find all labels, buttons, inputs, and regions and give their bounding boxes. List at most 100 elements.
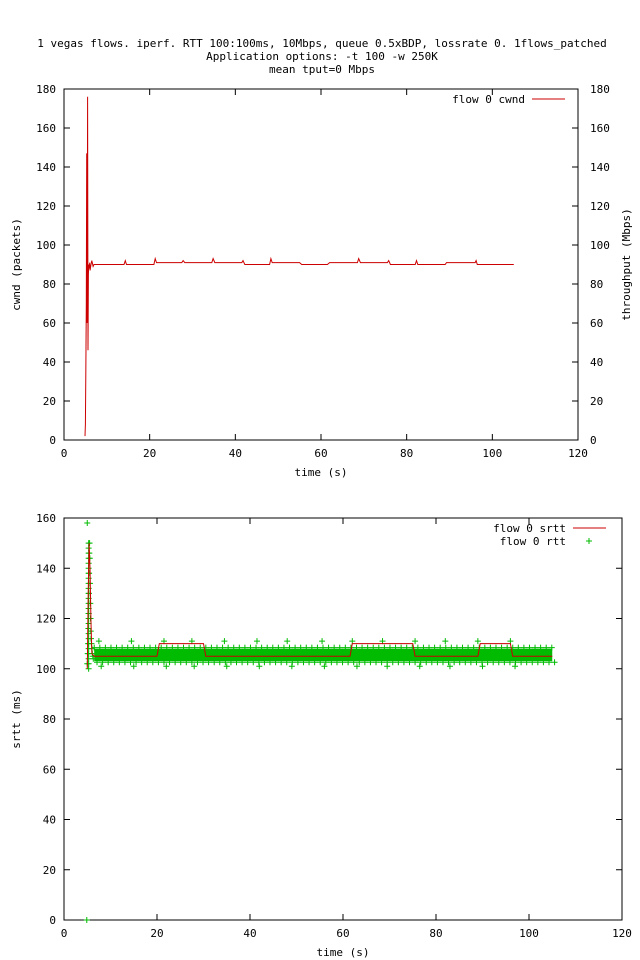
rtt-point (163, 644, 170, 651)
rtt-point (548, 644, 555, 651)
x-tick-label: 20 (143, 447, 156, 460)
y-axis-label: cwnd (packets) (10, 218, 23, 311)
y2-tick-label: 120 (590, 200, 610, 213)
rtt-point (492, 644, 499, 651)
rtt-point (364, 644, 371, 651)
rtt-point (236, 644, 243, 651)
rtt-point (474, 638, 481, 645)
rtt-point (188, 659, 195, 666)
x-tick-label: 120 (568, 447, 588, 460)
rtt-point (473, 659, 480, 666)
rtt-point (284, 638, 291, 645)
rtt-point (501, 659, 508, 666)
rtt-point (523, 659, 530, 666)
rtt-point (83, 917, 90, 923)
rtt-point (230, 644, 237, 651)
rtt-point (98, 663, 105, 670)
x-tick-label: 40 (243, 927, 256, 940)
rtt-point (504, 644, 511, 651)
rtt-point (213, 644, 220, 651)
rtt-point (233, 659, 240, 666)
y-tick-label: 80 (43, 713, 56, 726)
rtt-point (96, 644, 103, 651)
rtt-point (462, 659, 469, 666)
rtt-point (241, 644, 248, 651)
rtt-point (459, 644, 466, 651)
rtt-point (423, 659, 430, 666)
rtt-point (540, 659, 547, 666)
rtt-point (116, 659, 123, 666)
chart-title-line-1: 1 vegas flows. iperf. RTT 100:100ms, 10M… (37, 37, 607, 50)
rtt-point (121, 659, 128, 666)
rtt-point (325, 644, 332, 651)
y-tick-label: 140 (36, 562, 56, 575)
rtt-point (124, 644, 131, 651)
y-tick-label: 20 (43, 864, 56, 877)
series-line-flow-0-srtt (86, 543, 553, 669)
rtt-point (85, 625, 92, 632)
rtt-point (222, 659, 229, 666)
rtt-point (506, 659, 513, 666)
y2-tick-label: 40 (590, 356, 603, 369)
rtt-point (107, 644, 114, 651)
y2-tick-label: 140 (590, 161, 610, 174)
rtt-point (403, 644, 410, 651)
rtt-point (321, 663, 328, 670)
srtt-plot: 0 20 40 60 80 100 120 0 20 40 60 80 100 120 140 160 time… (10, 512, 632, 959)
y-tick-label: 20 (43, 395, 56, 408)
rtt-point (303, 644, 310, 651)
rtt-point (292, 644, 299, 651)
rtt-point (428, 659, 435, 666)
y2-tick-label: 80 (590, 278, 603, 291)
chart-title-line-3: mean tput=0 Mbps (269, 63, 375, 76)
rtt-point (216, 659, 223, 666)
rtt-point (350, 659, 357, 666)
rtt-point (416, 663, 423, 670)
rtt-point (386, 644, 393, 651)
rtt-point (256, 663, 263, 670)
rtt-point (529, 659, 536, 666)
y-tick-label: 160 (36, 122, 56, 135)
rtt-point (169, 644, 176, 651)
rtt-point (392, 644, 399, 651)
y2-tick-label: 0 (590, 434, 597, 447)
rtt-point (342, 644, 349, 651)
rtt-point (128, 638, 135, 645)
x-tick-label: 40 (229, 447, 242, 460)
rtt-point (551, 659, 558, 666)
rtt-point (532, 644, 539, 651)
rtt-point (467, 659, 474, 666)
x-tick-label: 60 (336, 927, 349, 940)
rtt-point (412, 638, 419, 645)
legend-swatch-flow-0-rtt (586, 538, 592, 544)
rtt-point (172, 659, 179, 666)
rtt-point (130, 663, 137, 670)
rtt-point (543, 644, 550, 651)
rtt-point (526, 644, 533, 651)
rtt-point (311, 659, 318, 666)
rtt-point (308, 644, 315, 651)
rtt-point (484, 659, 491, 666)
rtt-point (470, 644, 477, 651)
rtt-point (373, 659, 380, 666)
rtt-point (119, 644, 126, 651)
rtt-point (85, 640, 92, 647)
rtt-point (367, 659, 374, 666)
rtt-point (545, 659, 552, 666)
y-tick-label: 120 (36, 613, 56, 626)
rtt-point (194, 659, 201, 666)
rtt-point (398, 644, 405, 651)
y2-tick-label: 100 (590, 239, 610, 252)
y-tick-label: 120 (36, 200, 56, 213)
rtt-point (95, 638, 102, 645)
rtt-point (294, 659, 301, 666)
y-tick-label: 180 (36, 83, 56, 96)
rtt-point (306, 659, 313, 666)
y-tick-label: 40 (43, 814, 56, 827)
rtt-point (278, 659, 285, 666)
y-tick-label: 100 (36, 239, 56, 252)
rtt-point (85, 665, 92, 672)
x-axis-label: time (s) (295, 466, 348, 479)
rtt-point (375, 644, 382, 651)
x-tick-label: 120 (612, 927, 632, 940)
